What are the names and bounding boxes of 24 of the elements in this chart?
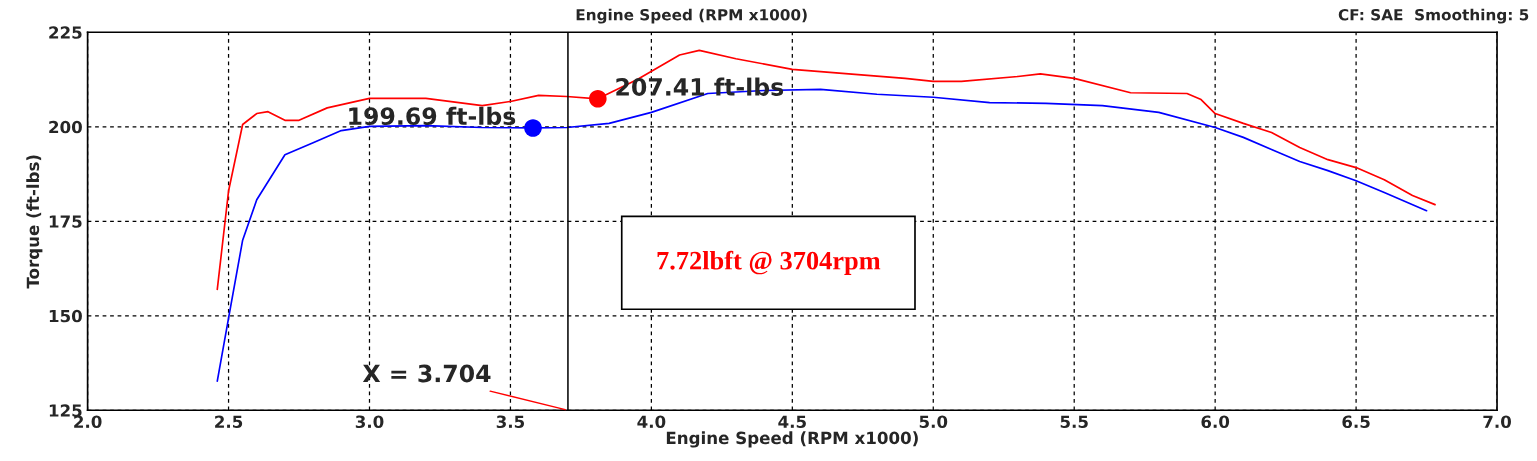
line-series [216, 49, 1436, 291]
y-axis-title: Torque (ft-lbs) [26, 155, 43, 289]
x-tick-label: 5.0 [919, 415, 948, 429]
ref-line-label: X = 3.704 [362, 364, 491, 383]
x-tick-label: 6.0 [1201, 415, 1230, 429]
x-tick-label: 3.5 [496, 415, 525, 429]
x-tick-label: 4.0 [637, 415, 666, 429]
x-tick-label: 6.5 [1342, 415, 1370, 429]
y-tick-label: 200 [49, 120, 82, 134]
y-tick-label: 175 [49, 215, 82, 228]
chart-title: Engine Speed (RPM x1000) [576, 8, 807, 24]
x-tick-label: 3.0 [355, 415, 384, 429]
annotation: 7.72lbft @ 3704rpm [657, 250, 881, 275]
x-tick-label: 7.0 [1483, 415, 1511, 429]
x-axis-title: Engine Speed (RPM x1000) [666, 431, 918, 448]
annotation: 199.69 ft-lbs [349, 106, 516, 126]
x-tick-label: 2.5 [215, 415, 243, 429]
x-tick-label: 2.0 [74, 415, 102, 429]
text: CF: SAE Smoothing: 5 [1338, 8, 1529, 24]
x-tick-label: 5.5 [1060, 415, 1088, 429]
y-tick-label: 150 [49, 309, 82, 323]
y-tick-label: 125 [49, 404, 82, 417]
y-tick-label: 225 [49, 26, 82, 39]
x-tick-label: 4.5 [778, 415, 806, 429]
